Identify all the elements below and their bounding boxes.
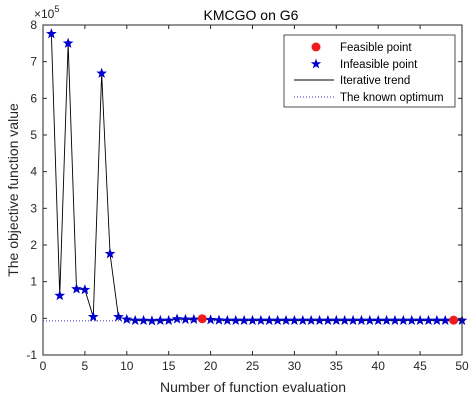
infeasible-point-marker [46, 28, 57, 39]
y-exponent-power: 5 [54, 4, 59, 14]
x-tick-label: 35 [330, 359, 344, 373]
y-tick-label: 1 [30, 275, 37, 289]
infeasible-point-marker [398, 314, 409, 326]
infeasible-point-marker [330, 314, 342, 326]
plot-layer [43, 28, 468, 326]
infeasible-point-marker [54, 290, 66, 301]
infeasible-point-marker [356, 314, 367, 326]
feasible-point-marker [449, 315, 459, 325]
infeasible-point-marker [431, 314, 443, 326]
y-tick-label: -1 [26, 348, 37, 362]
infeasible-point-marker [121, 313, 133, 324]
infeasible-point-marker [255, 314, 267, 326]
infeasible-point-marker [305, 314, 317, 326]
infeasible-point-marker [205, 314, 216, 325]
infeasible-point-marker [364, 314, 376, 326]
infeasible-point-marker [171, 313, 183, 324]
infeasible-point-marker [406, 314, 418, 326]
x-tick-label: 20 [204, 359, 218, 373]
y-tick-label: 5 [30, 128, 37, 142]
infeasible-point-marker [423, 314, 434, 326]
infeasible-point-marker [129, 314, 141, 326]
infeasible-point-marker [263, 314, 275, 326]
infeasible-point-marker [87, 311, 99, 322]
legend-optimum-label: The known optimum [340, 92, 444, 104]
legend: Feasible point Infeasible point Iterativ… [283, 34, 456, 108]
infeasible-point-marker [439, 314, 451, 326]
infeasible-point-marker [297, 314, 309, 326]
x-tick-label: 25 [246, 359, 260, 373]
infeasible-point-marker [381, 314, 392, 326]
infeasible-point-marker [272, 314, 283, 326]
feasible-point-marker [197, 314, 207, 324]
legend-trend-label: Iterative trend [340, 75, 410, 87]
x-tick-label: 40 [372, 359, 386, 373]
y-tick-label: 0 [30, 311, 37, 325]
infeasible-point-marker [163, 314, 175, 326]
infeasible-point-marker [247, 314, 258, 326]
infeasible-point-marker [146, 315, 158, 326]
infeasible-point-marker [289, 314, 300, 326]
infeasible-point-marker [372, 314, 384, 326]
infeasible-point-marker [347, 314, 359, 326]
infeasible-point-marker [96, 67, 107, 78]
infeasible-point-marker [79, 284, 91, 295]
legend-infeasible-label: Infeasible point [340, 59, 418, 71]
legend-feasible-marker [311, 42, 321, 52]
x-tick-label: 10 [120, 359, 134, 373]
x-tick-label: 5 [82, 359, 89, 373]
infeasible-point-marker [222, 314, 233, 326]
infeasible-point-marker [213, 314, 225, 325]
y-tick-label: 4 [30, 165, 37, 179]
infeasible-point-marker [389, 314, 401, 326]
y-tick-label: 3 [30, 201, 37, 215]
x-tick-label: 45 [413, 359, 427, 373]
infeasible-point-marker [180, 313, 191, 324]
x-axis-label: Number of function evaluation [160, 379, 346, 395]
y-exponent-base: ×10 [34, 7, 55, 21]
infeasible-point-marker [138, 314, 149, 326]
infeasible-point-marker [414, 314, 426, 326]
infeasible-point-marker [238, 314, 250, 326]
y-tick-label: 7 [30, 55, 37, 69]
x-tick-label: 50 [455, 359, 469, 373]
y-tick-label: 6 [30, 91, 37, 105]
y-tick-label: 2 [30, 238, 37, 252]
x-tick-label: 15 [162, 359, 176, 373]
infeasible-point-marker [188, 313, 200, 324]
legend-infeasible-marker [310, 58, 322, 69]
infeasible-point-marker [280, 314, 292, 326]
x-tick-label: 30 [288, 359, 302, 373]
infeasible-point-marker [62, 37, 74, 48]
infeasible-point-marker [230, 314, 242, 326]
chart-title: KMCGO on G6 [204, 7, 299, 23]
infeasible-point-marker [104, 248, 116, 259]
infeasible-point-marker [113, 311, 124, 322]
x-tick-label: 0 [40, 359, 47, 373]
infeasible-point-marker [154, 314, 166, 326]
infeasible-point-marker [339, 314, 351, 326]
infeasible-point-marker [322, 314, 334, 326]
y-axis-label: The objective function value [5, 103, 21, 277]
y-exponent-label: ×105 [34, 4, 59, 21]
legend-feasible-label: Feasible point [340, 42, 412, 54]
infeasible-point-marker [314, 314, 325, 326]
y-tick-label: 8 [30, 18, 37, 32]
infeasible-point-marker [71, 283, 82, 294]
